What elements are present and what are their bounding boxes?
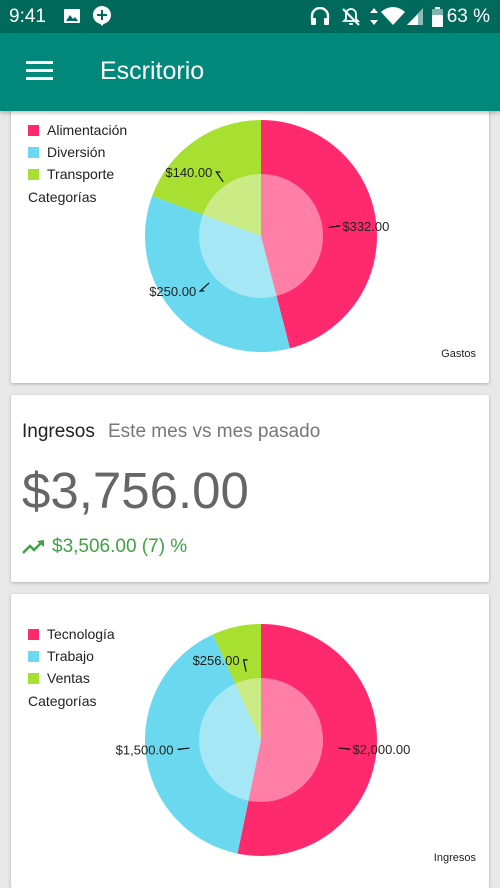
pie-slice-inner bbox=[202, 174, 261, 236]
legend-label: Transporte bbox=[47, 166, 115, 182]
slice-value-label: $250.00 bbox=[149, 284, 196, 299]
income-summary-card: Ingresos Este mes vs mes pasado $3,756.0… bbox=[11, 395, 489, 582]
slice-value-label: $140.00 bbox=[165, 165, 212, 180]
legend-label: Alimentación bbox=[47, 122, 128, 138]
slice-leader-line bbox=[177, 747, 190, 750]
slice-leader-line bbox=[338, 747, 351, 750]
income-pie-chart[interactable]: $2,000.00 $1,500.00 $256.00 bbox=[11, 594, 489, 888]
income-amount: $3,756.00 bbox=[22, 462, 249, 519]
pie-slice-inner bbox=[199, 214, 277, 298]
legend-label: Ventas bbox=[47, 670, 90, 686]
pie-slice[interactable] bbox=[212, 624, 261, 740]
battery-icon bbox=[432, 7, 443, 27]
slice-leader-line bbox=[215, 171, 224, 183]
income-previous: $3,506.00 (7) % bbox=[52, 536, 188, 557]
legend-swatch bbox=[28, 650, 39, 662]
data-arrows-icon bbox=[370, 8, 378, 25]
legend-label: Diversión bbox=[47, 144, 106, 160]
pie-slice-inner bbox=[248, 678, 324, 802]
status-time: 9:41 bbox=[9, 6, 46, 27]
legend-swatch bbox=[28, 124, 39, 136]
legend-title: Categorías bbox=[28, 693, 97, 709]
pie-slice[interactable] bbox=[145, 634, 261, 854]
legend-swatch bbox=[28, 628, 39, 640]
hamburger-menu-icon[interactable] bbox=[26, 61, 53, 81]
legend-swatch bbox=[28, 672, 39, 684]
app-bar: Escritorio bbox=[0, 33, 500, 111]
slice-leader-line bbox=[242, 659, 248, 672]
battery-percent: 63 % bbox=[446, 6, 490, 27]
slice-value-label: $2,000.00 bbox=[353, 742, 411, 757]
slice-value-label: $1,500.00 bbox=[116, 742, 174, 757]
pie-slice[interactable] bbox=[152, 120, 261, 236]
income-title: Ingresos bbox=[22, 421, 95, 442]
page-title: Escritorio bbox=[100, 57, 205, 85]
slice-leader-line bbox=[328, 225, 341, 229]
legend-item: Tecnología bbox=[28, 623, 115, 645]
legend-swatch bbox=[28, 168, 39, 180]
legend-title: Categorías bbox=[28, 189, 97, 205]
legend-item: Diversión bbox=[28, 141, 127, 163]
chart-description: Gastos bbox=[441, 348, 476, 360]
pie-slice[interactable] bbox=[145, 195, 290, 352]
pie-slice-inner bbox=[235, 678, 261, 740]
expenses-legend: Alimentación Diversión Transporte Catego… bbox=[28, 119, 127, 208]
legend-item: Ventas bbox=[28, 667, 115, 689]
notification-plus-icon bbox=[92, 6, 111, 26]
expenses-pie-chart[interactable]: $332.00 $250.00 $140.00 bbox=[11, 100, 489, 383]
slice-leader-line bbox=[198, 282, 210, 292]
legend-item: Transporte bbox=[28, 163, 127, 185]
image-icon bbox=[64, 9, 80, 23]
signal-icon bbox=[407, 8, 423, 25]
legend-swatch bbox=[28, 146, 39, 158]
legend-item: Trabajo bbox=[28, 645, 115, 667]
slice-value-label: $256.00 bbox=[193, 653, 240, 668]
pie-slice[interactable] bbox=[237, 624, 378, 856]
pie-slice[interactable] bbox=[261, 120, 377, 349]
income-legend: Tecnología Trabajo Ventas Categorías bbox=[28, 623, 115, 712]
slice-value-label: $332.00 bbox=[342, 219, 389, 234]
status-bar: 9:41 63 % bbox=[0, 0, 500, 33]
legend-item: Alimentación bbox=[28, 119, 127, 141]
pie-slice-inner bbox=[261, 174, 323, 297]
notifications-off-icon bbox=[341, 8, 361, 26]
expenses-chart-card[interactable]: $332.00 $250.00 $140.00 Alimentación Diver… bbox=[11, 100, 489, 383]
legend-label: Tecnología bbox=[47, 626, 115, 642]
legend-label: Trabajo bbox=[47, 648, 94, 664]
headphones-icon bbox=[310, 7, 330, 25]
wifi-icon bbox=[381, 7, 405, 26]
income-comparison: $3,506.00 (7) % bbox=[22, 536, 187, 558]
chart-description: Ingresos bbox=[433, 852, 476, 864]
trending-up-icon bbox=[22, 540, 44, 554]
income-subtitle: Este mes vs mes pasado bbox=[108, 421, 321, 442]
pie-slice-inner bbox=[199, 683, 261, 801]
income-chart-card[interactable]: $2,000.00 $1,500.00 $256.00 Tecnología Tra… bbox=[11, 594, 489, 888]
